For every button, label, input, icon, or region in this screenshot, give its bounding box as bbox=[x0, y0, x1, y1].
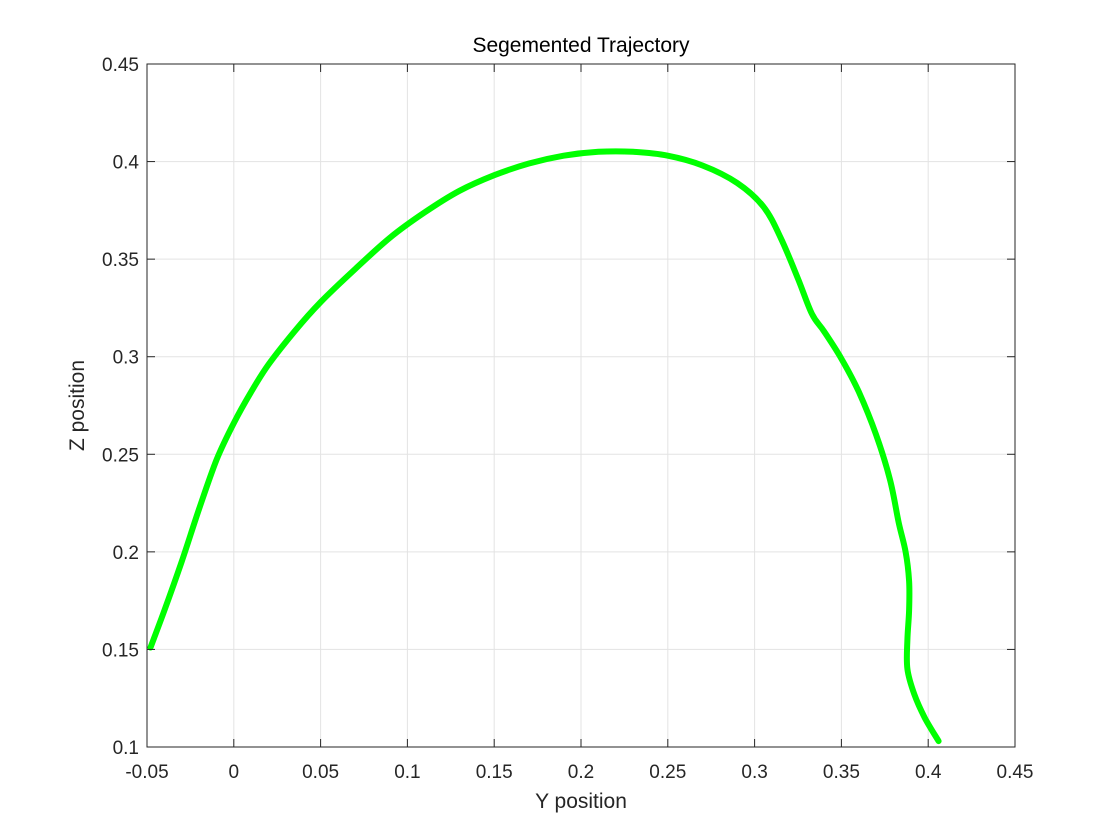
x-tick-label: 0.1 bbox=[394, 762, 420, 783]
y-tick-label: 0.35 bbox=[102, 250, 139, 271]
y-tick-label: 0.2 bbox=[113, 543, 139, 564]
y-tick-label: 0.45 bbox=[102, 55, 139, 76]
x-tick-label: 0.3 bbox=[741, 762, 767, 783]
x-tick-label: 0.45 bbox=[997, 762, 1034, 783]
y-tick-label: 0.1 bbox=[113, 738, 139, 759]
x-tick-label: 0.05 bbox=[302, 762, 339, 783]
y-tick-label: 0.15 bbox=[102, 640, 139, 661]
y-tick-label: 0.3 bbox=[113, 348, 139, 369]
x-tick-label: 0.2 bbox=[568, 762, 594, 783]
y-tick-label: 0.25 bbox=[102, 445, 139, 466]
y-axis-label: Z position bbox=[66, 360, 89, 451]
trajectory-line bbox=[147, 148, 942, 745]
x-tick-label: 0.4 bbox=[915, 762, 942, 783]
x-tick-label: 0.15 bbox=[476, 762, 513, 783]
grid bbox=[146, 63, 1016, 748]
chart-title: Segemented Trajectory bbox=[472, 34, 690, 57]
x-tick-label: 0 bbox=[229, 762, 240, 783]
x-tick-label: 0.35 bbox=[823, 762, 860, 783]
y-tick-label: 0.4 bbox=[113, 153, 140, 174]
ticks: -0.05 0 0.05 0.1 0.15 0.2 0.25 0.3 0.35 0.4 0.45 0.… bbox=[102, 55, 1033, 783]
x-axis-label: Y position bbox=[535, 790, 627, 813]
x-tick-label: 0.25 bbox=[649, 762, 686, 783]
x-tick-label: -0.05 bbox=[125, 762, 168, 783]
